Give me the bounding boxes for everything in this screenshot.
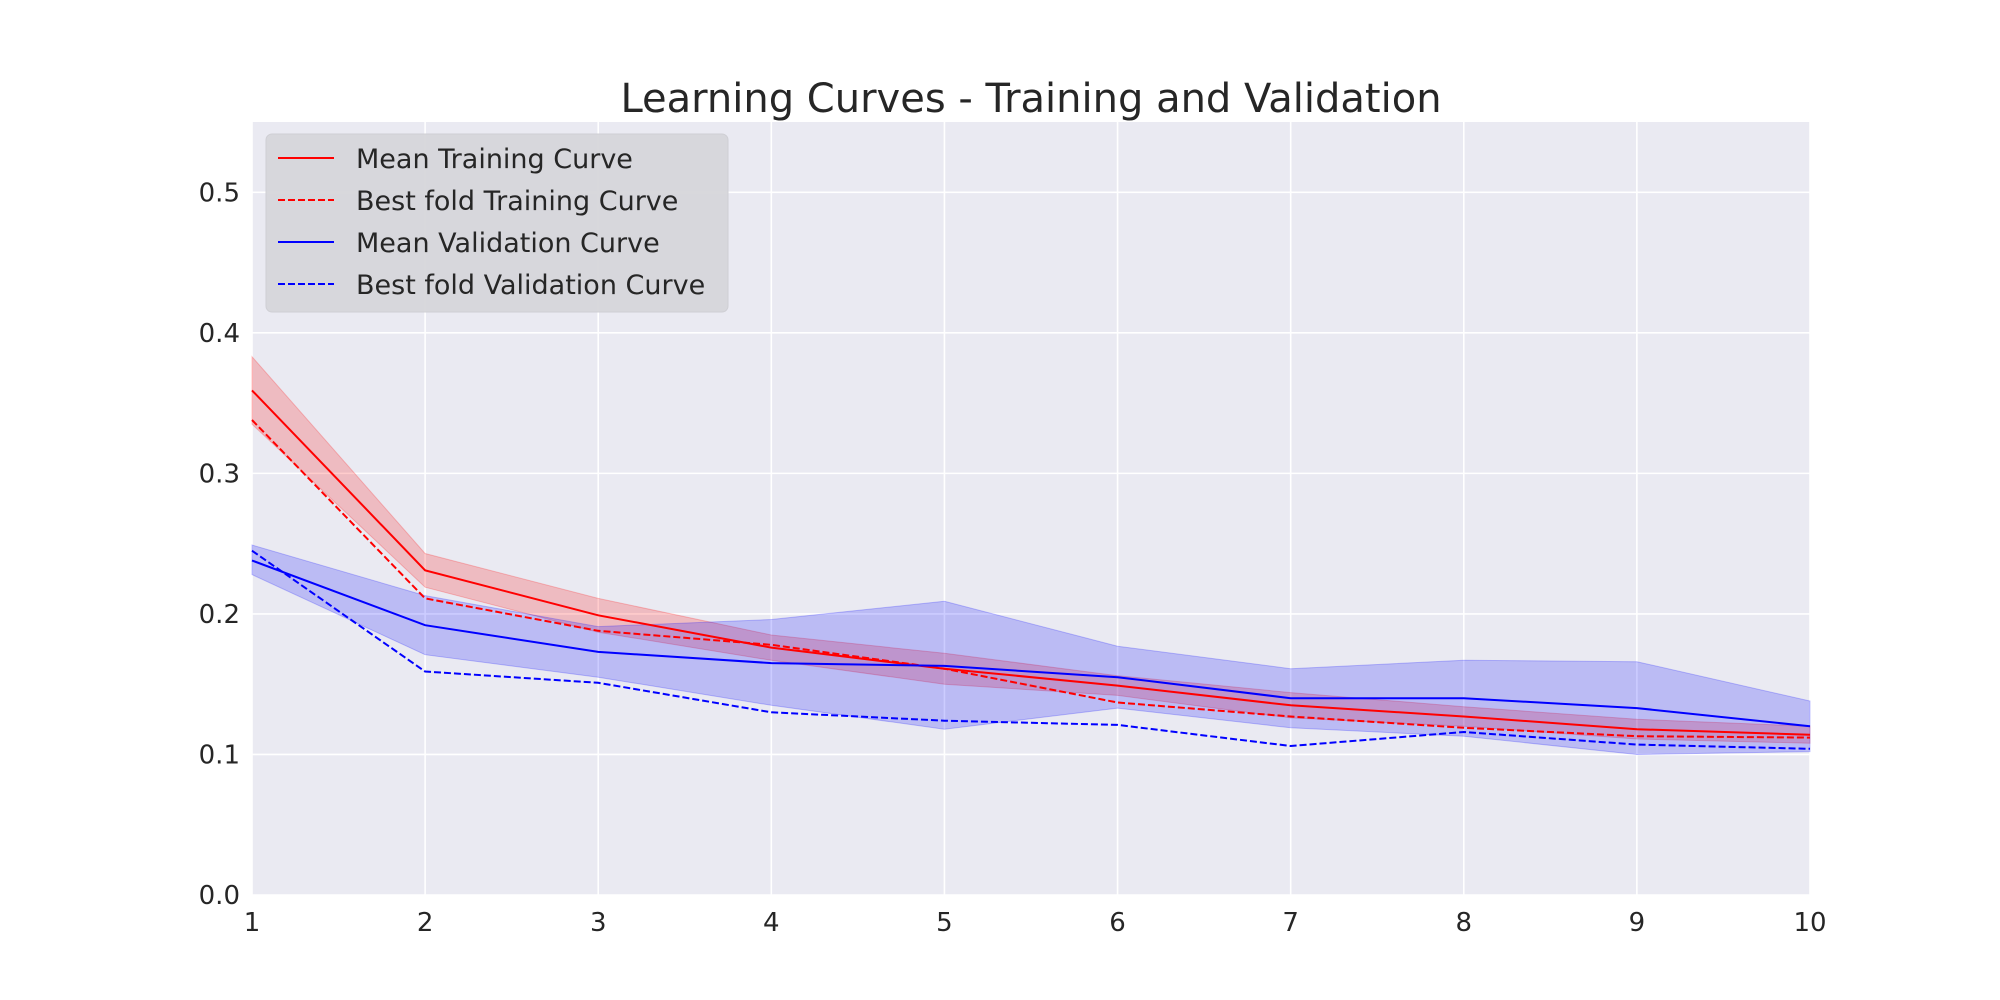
y-tick-label-0-5: 0.5: [199, 178, 240, 208]
legend-label-1: Mean Training Curve: [356, 144, 633, 175]
legend-box: [265, 133, 729, 313]
y-tick-label-0-2: 0.2: [199, 600, 240, 630]
chart-title: Learning Curves - Training and Validatio…: [620, 76, 1441, 122]
y-tick-label-0-1: 0.1: [199, 740, 240, 770]
legend-label-3: Mean Validation Curve: [356, 228, 660, 259]
x-tick-label-9: 9: [1629, 908, 1646, 938]
line-mean-validation-curve: [251, 559, 1811, 728]
band-mean-validation-curve: [251, 544, 1811, 756]
x-tick-label-1: 1: [244, 908, 261, 938]
line-mean-training-curve: [251, 389, 1811, 736]
line-best-fold-validation-curve: [251, 549, 1811, 750]
y-tick-label-0-0: 0.0: [199, 881, 240, 911]
x-tick-label-6: 6: [1109, 908, 1126, 938]
x-tick-label-3: 3: [590, 908, 607, 938]
legend: Mean Training Curve Best fold Training Cu…: [265, 133, 729, 313]
x-tick-label-2: 2: [417, 908, 434, 938]
x-tick-label-7: 7: [1282, 908, 1299, 938]
legend-label-4: Best fold Validation Curve: [356, 270, 705, 301]
y-tick-label-0-4: 0.4: [199, 319, 240, 349]
band-mean-training-curve: [251, 355, 1811, 744]
x-tick-label-4: 4: [763, 908, 780, 938]
axis-ticks: 1 2 3 4 5 6 7 8 9 10 0.0 0.1 0.2 0.3 0.4 0.5: [199, 178, 1827, 938]
x-tick-label-5: 5: [936, 908, 953, 938]
line-best-fold-training-curve: [251, 419, 1811, 739]
confidence-bands: [251, 355, 1811, 756]
series-lines: [251, 389, 1811, 750]
y-tick-label-0-3: 0.3: [199, 459, 240, 489]
x-tick-label-8: 8: [1456, 908, 1473, 938]
legend-label-2: Best fold Training Curve: [356, 186, 678, 217]
x-tick-label-10: 10: [1793, 908, 1826, 938]
